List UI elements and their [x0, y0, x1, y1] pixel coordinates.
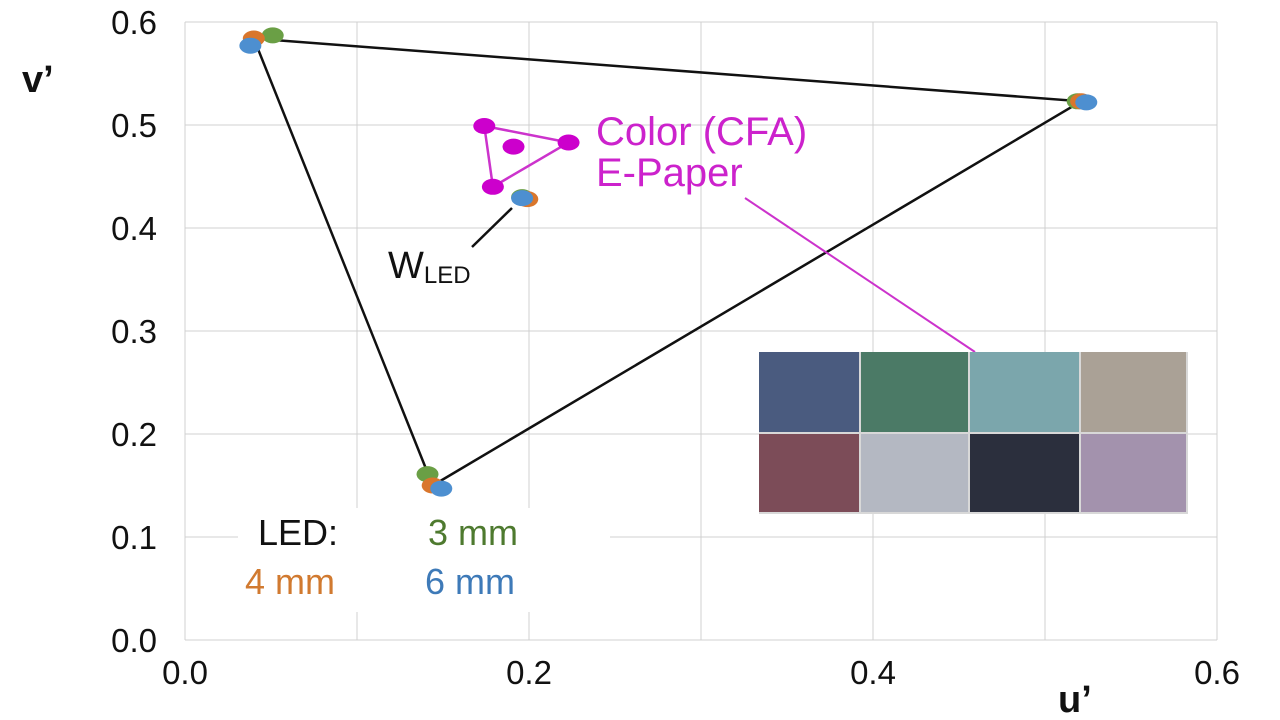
y-tick-labels: 0.0 0.1 0.2 0.3 0.4 0.5 0.6	[111, 4, 157, 659]
data-points	[239, 27, 1098, 497]
x-tick-label: 0.0	[162, 654, 208, 691]
color-swatch	[1081, 352, 1186, 432]
x-tick-label: 0.4	[850, 654, 896, 691]
data-point-series-2	[430, 480, 453, 497]
y-tick-label: 0.2	[111, 416, 157, 453]
y-tick-label: 0.5	[111, 107, 157, 144]
swatch-grid	[759, 352, 1188, 514]
data-point-series-3	[502, 138, 525, 155]
white-point-label: WLED	[388, 245, 471, 289]
legend-entry-6mm: 6 mm	[425, 561, 515, 602]
color-swatch	[861, 434, 968, 512]
y-tick-label: 0.0	[111, 622, 157, 659]
legend: LED: 3 mm 4 mm 6 mm	[238, 508, 610, 612]
color-swatch	[1081, 434, 1186, 512]
legend-prefix: LED:	[258, 512, 338, 553]
white-point-subscript: LED	[424, 262, 471, 289]
y-tick-label: 0.6	[111, 4, 157, 41]
x-tick-label: 0.2	[506, 654, 552, 691]
x-tick-label: 0.6	[1194, 654, 1240, 691]
data-point-series-2	[239, 37, 262, 54]
color-swatch	[861, 352, 968, 432]
y-tick-label: 0.3	[111, 313, 157, 350]
data-point-series-3	[557, 134, 580, 151]
legend-entry-4mm: 4 mm	[245, 561, 335, 602]
cfa-label-line1: Color (CFA)	[596, 110, 807, 154]
color-swatch	[970, 352, 1079, 432]
cfa-gamut-triangle	[482, 124, 573, 189]
data-point-series-3	[473, 118, 496, 135]
y-axis-label: v’	[22, 59, 54, 101]
white-point-letter: W	[388, 245, 424, 287]
cfa-leader-line	[744, 197, 976, 353]
color-swatch	[759, 352, 859, 432]
legend-background	[238, 508, 610, 612]
data-point-series-2	[511, 190, 534, 207]
y-tick-label: 0.4	[111, 210, 157, 247]
data-point-series-0	[261, 27, 284, 44]
x-axis-label: u’	[1058, 679, 1092, 720]
legend-entry-3mm: 3 mm	[428, 512, 518, 553]
cfa-label-line2: E-Paper	[596, 151, 743, 195]
color-swatch	[759, 434, 859, 512]
color-swatch	[970, 434, 1079, 512]
white-point-leader-line	[471, 207, 513, 248]
x-tick-labels: 0.0 0.2 0.4 0.6	[162, 654, 1240, 691]
led-gamut-triangle	[251, 37, 1086, 488]
grid-lines	[184, 21, 1218, 641]
data-point-series-2	[1075, 94, 1098, 111]
data-point-series-3	[481, 178, 504, 195]
y-tick-label: 0.1	[111, 519, 157, 556]
